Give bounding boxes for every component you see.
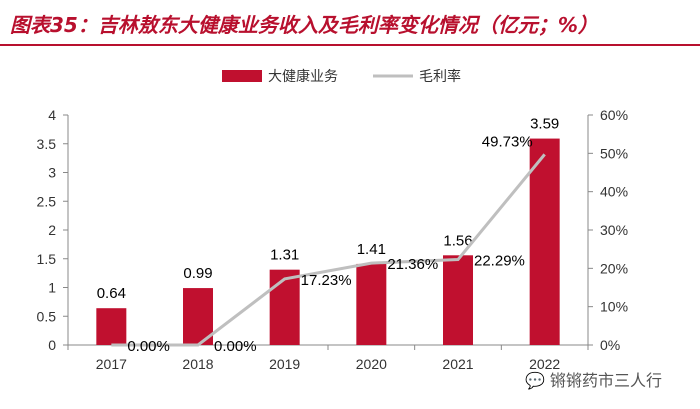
watermark: 💬 锵锵药市三人行 [525, 367, 662, 391]
y-right-tick-label: 40% [600, 184, 628, 200]
line-value-label: 0.00% [214, 338, 257, 355]
y-right-tick-label: 30% [600, 222, 628, 238]
line-value-label: 0.00% [127, 338, 170, 355]
y-left-tick-label: 4 [48, 107, 56, 123]
line-series-gross-margin [111, 153, 546, 347]
title-bar: 图表35：吉林敖东大健康业务收入及毛利率变化情况（亿元；%） [0, 0, 700, 46]
bar [356, 263, 387, 345]
y-left-tick-label: 0.5 [37, 308, 57, 324]
bar [96, 308, 127, 345]
x-tick-label: 2021 [442, 356, 473, 372]
line-value-label: 17.23% [301, 272, 352, 289]
bar [529, 138, 560, 345]
x-tick-label: 2018 [182, 356, 213, 372]
bar [443, 255, 473, 345]
bar-value-label: 0.99 [183, 265, 212, 282]
y-right-tick-label: 60% [600, 107, 628, 123]
line-value-label: 22.29% [474, 253, 525, 270]
watermark-text: 锵锵药市三人行 [550, 371, 663, 390]
y-left-tick-label: 3.5 [37, 136, 57, 152]
y-right-tick-label: 10% [600, 299, 628, 315]
bar-value-label: 0.64 [97, 285, 126, 302]
chart-title: 图表35：吉林敖东大健康业务收入及毛利率变化情况（亿元；%） [10, 13, 598, 37]
y-left-tick-label: 3 [48, 165, 56, 181]
x-tick-label: 2019 [269, 356, 300, 372]
y-left-tick-label: 0 [48, 337, 56, 353]
x-tick-label: 2020 [356, 356, 387, 372]
y-left-tick-label: 1.5 [37, 251, 57, 267]
legend-label-line: 毛利率 [419, 68, 461, 85]
line-value-label: 21.36% [387, 256, 438, 273]
y-left-tick-label: 2 [48, 222, 56, 238]
bar [269, 269, 300, 345]
y-right-tick-label: 20% [600, 260, 628, 276]
title-underline [0, 44, 700, 46]
wechat-icon: 💬 [525, 371, 545, 390]
legend-swatch-bar [222, 70, 262, 82]
legend-label-bar: 大健康业务 [268, 68, 338, 85]
bar-value-label: 1.41 [357, 241, 386, 258]
y-left-tick-label: 1 [48, 280, 56, 296]
x-tick-label: 2017 [96, 356, 127, 372]
y-right-tick-label: 50% [600, 145, 628, 161]
line-value-label: 49.73% [482, 133, 533, 150]
x-tick-label: 2022 [529, 356, 560, 372]
bar-value-label: 1.56 [443, 232, 472, 249]
bar-value-label: 3.59 [530, 116, 559, 133]
bar-value-label: 1.31 [270, 247, 299, 264]
y-right-tick-label: 0% [600, 337, 620, 353]
y-left-tick-label: 2.5 [37, 193, 57, 209]
